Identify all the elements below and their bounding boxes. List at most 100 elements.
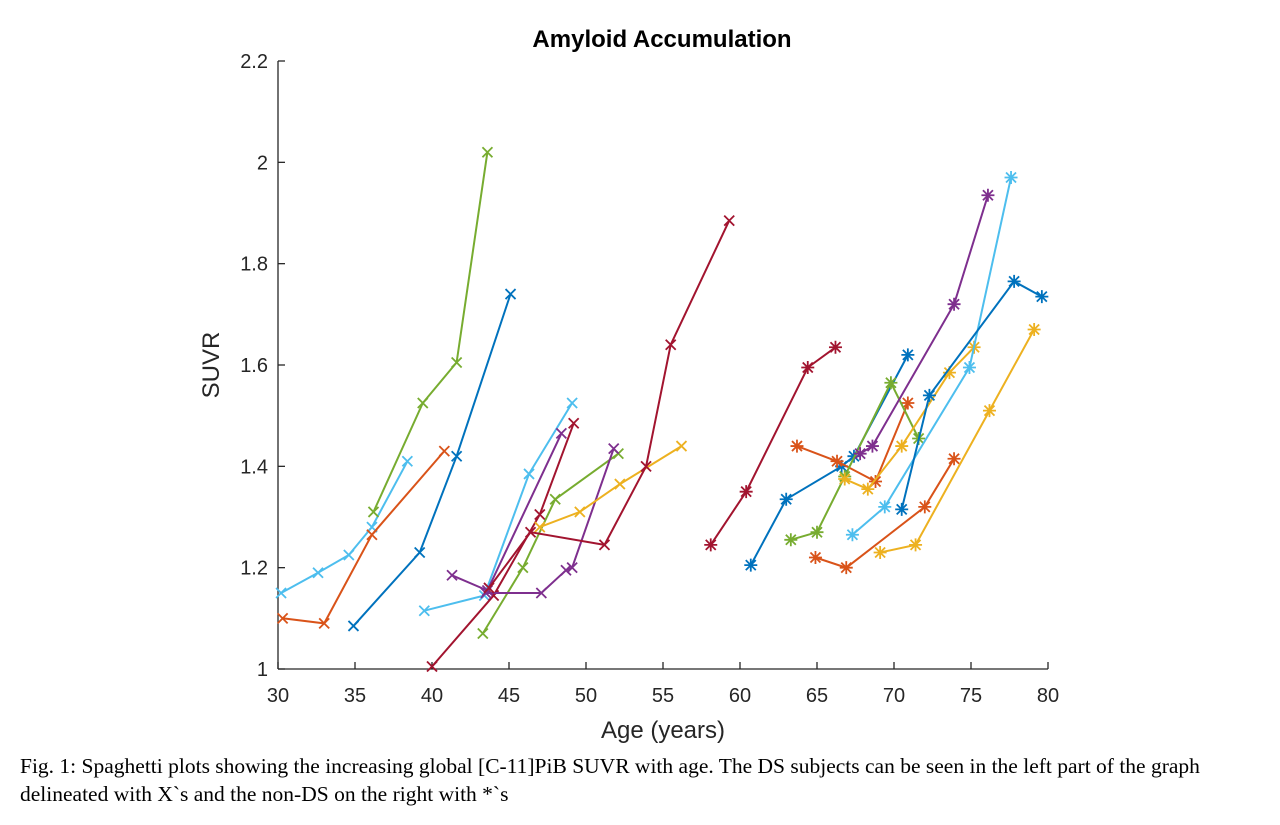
asterisk-marker xyxy=(830,454,844,468)
asterisk-marker xyxy=(810,525,824,539)
asterisk-marker xyxy=(947,297,961,311)
series-non-ds-17 xyxy=(853,188,995,461)
asterisk-marker xyxy=(909,538,923,552)
x-marker xyxy=(523,468,535,480)
asterisk-marker xyxy=(918,500,932,514)
asterisk-marker xyxy=(878,500,892,514)
x-axis-label: Age (years) xyxy=(601,717,725,744)
x-marker xyxy=(555,427,567,440)
asterisk-marker xyxy=(865,439,879,453)
asterisk-marker xyxy=(895,439,909,453)
y-tick-label: 1.8 xyxy=(240,254,268,276)
x-marker xyxy=(566,562,578,574)
asterisk-marker xyxy=(873,545,887,559)
series-non-ds-14 xyxy=(790,396,915,489)
y-tick-label: 1.2 xyxy=(240,558,268,580)
x-marker xyxy=(318,617,330,630)
x-tick-label: 35 xyxy=(344,685,366,707)
asterisk-marker xyxy=(704,538,718,552)
x-marker xyxy=(566,397,578,409)
series-ds-10 xyxy=(534,440,688,533)
asterisk-marker xyxy=(942,366,956,380)
series-non-ds-18 xyxy=(808,452,961,575)
x-marker xyxy=(367,506,380,518)
x-marker xyxy=(608,442,620,455)
x-marker xyxy=(560,564,572,576)
asterisk-marker xyxy=(1004,171,1018,185)
series-line xyxy=(879,329,1035,554)
x-tick-label: 70 xyxy=(883,685,905,707)
y-tick-label: 1 xyxy=(257,659,268,681)
asterisk-marker xyxy=(962,361,976,375)
x-marker xyxy=(524,526,537,538)
x-marker xyxy=(483,582,495,594)
x-marker xyxy=(517,562,529,574)
x-marker xyxy=(549,493,561,505)
asterisk-marker xyxy=(861,482,875,496)
x-marker xyxy=(451,450,463,462)
asterisk-marker xyxy=(808,551,822,565)
series-line xyxy=(900,280,1043,510)
x-tick-label: 65 xyxy=(806,685,828,707)
asterisk-marker xyxy=(1035,290,1049,304)
x-marker xyxy=(418,605,430,617)
series-line xyxy=(372,152,489,513)
y-ticks: 1 1.2 1.4 1.6 1.8 2 2.2 xyxy=(240,51,285,681)
asterisk-marker xyxy=(845,528,859,542)
x-marker xyxy=(614,478,626,490)
x-marker xyxy=(417,397,429,409)
series-line xyxy=(431,422,575,668)
asterisk-marker xyxy=(869,475,883,489)
figure-caption: Fig. 1: Spaghetti plots showing the incr… xyxy=(20,754,1200,806)
asterisk-marker xyxy=(801,361,815,375)
asterisk-marker xyxy=(853,447,867,461)
asterisk-marker xyxy=(884,376,898,390)
asterisk-marker xyxy=(922,388,936,402)
series-line xyxy=(859,195,989,455)
series-ds-4 xyxy=(347,288,517,632)
asterisk-marker xyxy=(839,561,853,575)
x-marker xyxy=(275,587,287,599)
x-marker xyxy=(675,440,688,452)
x-marker xyxy=(640,460,652,472)
x-tick-label: 45 xyxy=(498,685,520,707)
x-marker xyxy=(480,587,492,599)
x-marker xyxy=(574,506,586,518)
x-marker xyxy=(534,508,546,521)
series-line xyxy=(282,450,446,625)
x-marker xyxy=(451,356,463,369)
y-axis-label: SUVR xyxy=(198,332,225,399)
series-ds-3 xyxy=(367,146,494,518)
axes xyxy=(277,61,1048,670)
asterisk-marker xyxy=(901,348,915,362)
asterisk-marker xyxy=(828,340,842,354)
y-tick-label: 2 xyxy=(257,152,268,174)
asterisk-marker xyxy=(982,404,996,418)
x-marker xyxy=(534,521,546,533)
series-non-ds-20 xyxy=(895,274,1049,516)
y-tick-label: 2.2 xyxy=(240,51,268,73)
asterisk-marker xyxy=(790,439,804,453)
asterisk-marker xyxy=(739,485,753,499)
asterisk-marker xyxy=(981,188,995,202)
x-marker xyxy=(477,627,489,640)
x-marker xyxy=(438,445,450,457)
x-marker xyxy=(598,539,611,551)
x-marker xyxy=(347,620,360,632)
series-line xyxy=(488,220,731,589)
y-tick-label: 1.4 xyxy=(240,456,268,478)
x-tick-label: 30 xyxy=(267,685,289,707)
series-line xyxy=(539,445,683,529)
x-marker xyxy=(414,546,426,559)
x-marker xyxy=(276,612,289,624)
x-marker xyxy=(426,660,438,673)
asterisk-marker xyxy=(895,502,909,516)
spaghetti-plot: Amyloid Accumulation 30 35 40 45 50 55 60 65 70 7… xyxy=(198,26,1059,744)
x-marker xyxy=(312,567,324,579)
series-line xyxy=(709,346,837,546)
x-marker xyxy=(343,549,355,561)
x-marker xyxy=(401,455,413,467)
asterisk-marker xyxy=(784,533,798,547)
series-ds-9 xyxy=(480,442,620,599)
asterisk-marker xyxy=(744,558,758,572)
